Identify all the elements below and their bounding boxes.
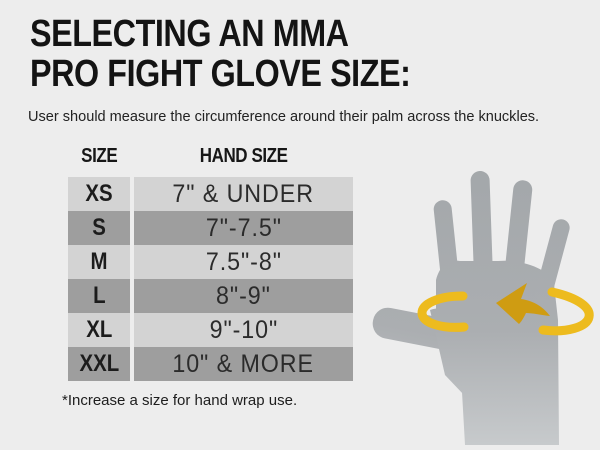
- size-cell: XS: [68, 177, 130, 211]
- hand-size-cell: 7"-7.5": [134, 211, 353, 245]
- column-header-size: SIZE: [80, 145, 118, 167]
- column-header-hand-size: HAND SIZE: [199, 145, 288, 167]
- hand-size-cell: 8"-9": [134, 279, 353, 313]
- table-row-s: S 7"-7.5": [68, 211, 353, 245]
- size-cell: XXL: [68, 347, 130, 381]
- size-cell: M: [68, 245, 130, 279]
- table-row-xxl: XXL 10" & MORE: [68, 347, 353, 381]
- size-cell: S: [68, 211, 130, 245]
- footnote-text: *Increase a size for hand wrap use.: [62, 392, 298, 409]
- page-title-line1: SELECTING AN MMA: [30, 13, 349, 55]
- instruction-text: User should measure the circumference ar…: [28, 108, 540, 125]
- hand-size-cell: 7" & UNDER: [134, 177, 353, 211]
- size-cell: XL: [68, 313, 130, 347]
- hand-size-cell: 7.5"-8": [134, 245, 353, 279]
- hand-size-cell: 9"-10": [134, 313, 353, 347]
- page-title-line2: PRO FIGHT GLOVE SIZE:: [30, 53, 411, 95]
- hand-size-cell: 10" & MORE: [134, 347, 353, 381]
- table-row-xl: XL 9"-10": [68, 313, 353, 347]
- circumference-arrow-icon: [417, 283, 594, 336]
- table-row-xs: XS 7" & UNDER: [68, 177, 353, 211]
- hand-measurement-illustration: [360, 160, 600, 445]
- size-cell: L: [68, 279, 130, 313]
- hand-measure-icon: [372, 171, 594, 445]
- page-title: SELECTING AN MMA PRO FIGHT GLOVE SIZE:: [30, 13, 411, 95]
- table-header-row: SIZE HAND SIZE: [68, 145, 353, 168]
- table-row-m: M 7.5"-8": [68, 245, 353, 279]
- size-chart-table: SIZE HAND SIZE XS 7" & UNDER S 7"-7.5" M…: [68, 145, 353, 381]
- table-row-l: L 8"-9": [68, 279, 353, 313]
